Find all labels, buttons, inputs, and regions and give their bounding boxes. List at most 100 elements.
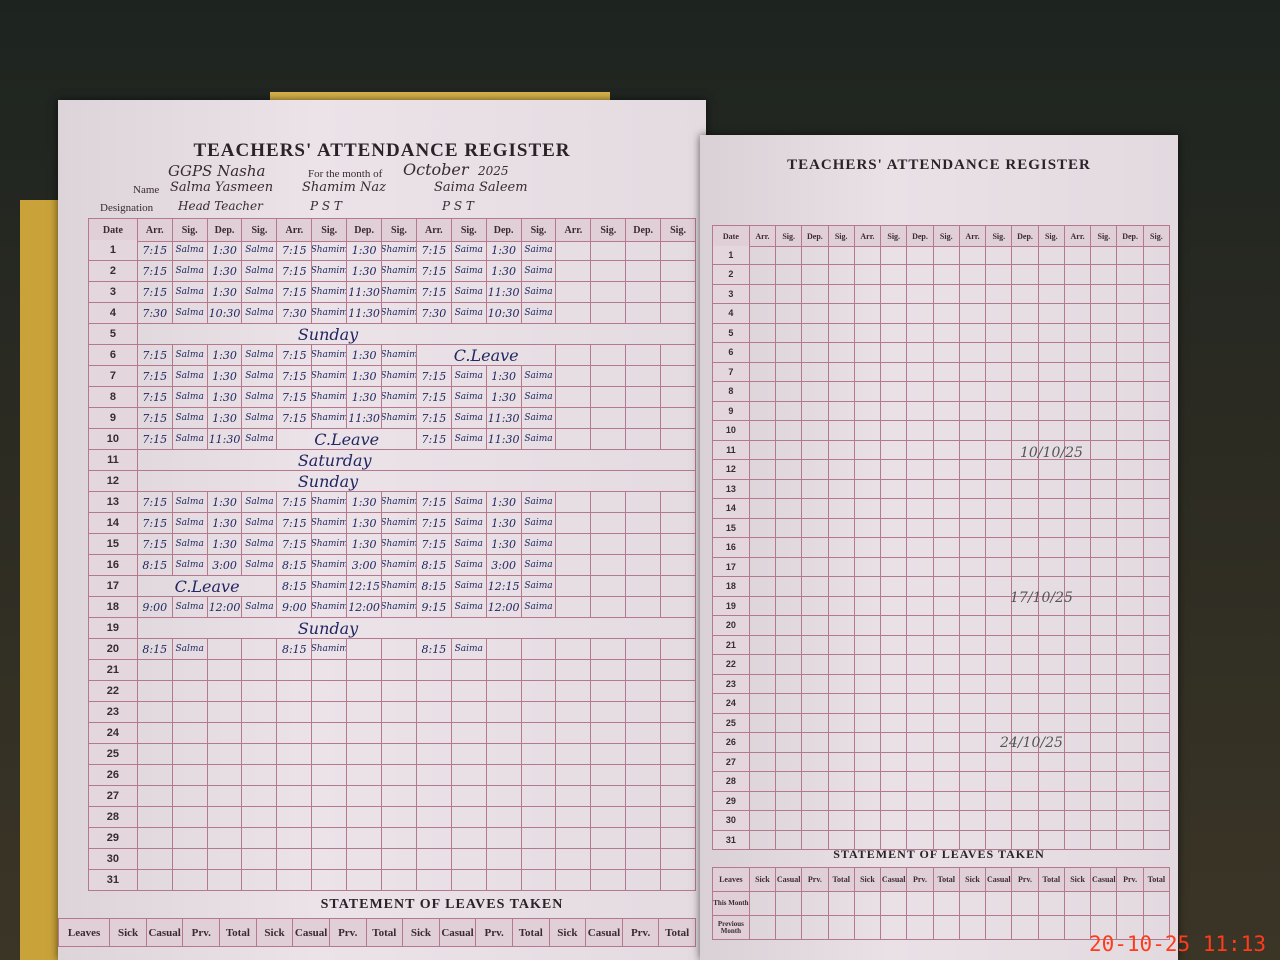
- cell: [1117, 499, 1144, 519]
- time: 7:15: [416, 282, 452, 303]
- cell: [382, 702, 417, 723]
- time: 1:30: [486, 261, 522, 282]
- date-cell: 14: [89, 513, 138, 534]
- cell: [828, 752, 855, 772]
- cell: [1143, 304, 1170, 324]
- cell: [661, 387, 696, 408]
- cell: [933, 362, 960, 382]
- leaves-header: Total: [828, 868, 855, 892]
- cell: [137, 786, 173, 807]
- cell: [881, 892, 908, 916]
- page-title: TEACHERS' ATTENDANCE REGISTER: [193, 140, 571, 161]
- cell: [1143, 460, 1170, 480]
- time: 1:30: [347, 366, 383, 387]
- cell: [986, 343, 1013, 363]
- cell: [776, 460, 803, 480]
- cell: [277, 807, 313, 828]
- cell: [749, 518, 777, 538]
- cell: [959, 421, 987, 441]
- column-header: Sig.: [521, 219, 557, 242]
- cell: [1091, 538, 1118, 558]
- time: 1:30: [347, 345, 383, 366]
- cell: [591, 765, 627, 786]
- cell: [1064, 538, 1092, 558]
- cell: [1143, 284, 1170, 304]
- cell: [907, 479, 934, 499]
- date-cell: 22: [713, 655, 750, 675]
- time: 9:00: [137, 597, 173, 618]
- cell: [1091, 245, 1118, 265]
- column-header: Sig.: [242, 219, 278, 242]
- cell: [626, 660, 662, 681]
- leaves-header: Sick: [256, 919, 294, 947]
- time: 10:30: [486, 303, 522, 324]
- cell: [312, 723, 348, 744]
- cell: [521, 639, 557, 660]
- time: 11:30: [486, 429, 522, 450]
- cell: [1091, 460, 1118, 480]
- cell: [1038, 460, 1065, 480]
- cell: [986, 635, 1013, 655]
- cell: [749, 892, 777, 916]
- cell: [986, 362, 1013, 382]
- leaves-header: Casual: [146, 919, 184, 947]
- cell: [1117, 401, 1144, 421]
- date-cell: 23: [713, 674, 750, 694]
- cell: [749, 304, 777, 324]
- cell: [1143, 421, 1170, 441]
- date-cell: 2: [713, 265, 750, 285]
- cell: [881, 284, 908, 304]
- cell: [1012, 577, 1039, 597]
- cell: [242, 828, 278, 849]
- cell: [933, 323, 960, 343]
- date-cell: 16: [89, 555, 138, 576]
- cell: [1143, 811, 1170, 831]
- signature: Saima: [521, 492, 557, 513]
- cell: [854, 557, 882, 577]
- cell: [802, 830, 829, 850]
- cell: [626, 807, 662, 828]
- cell: [207, 870, 243, 891]
- cell: [1091, 362, 1118, 382]
- time: 8:15: [137, 639, 173, 660]
- cell: [172, 765, 208, 786]
- cell: [907, 401, 934, 421]
- cell: [881, 323, 908, 343]
- leaves-header: Prv.: [476, 919, 513, 947]
- cell: [959, 811, 987, 831]
- cell: [1012, 499, 1039, 519]
- cell: [881, 479, 908, 499]
- time: 7:15: [416, 429, 452, 450]
- cell: [749, 343, 777, 363]
- signature: Shamim: [312, 366, 348, 387]
- cell: [172, 723, 208, 744]
- cell: [986, 538, 1013, 558]
- cell: [1143, 479, 1170, 499]
- cell: [776, 811, 803, 831]
- signature: Salma: [242, 597, 278, 618]
- cell: [277, 786, 313, 807]
- time: 8:15: [137, 555, 173, 576]
- cell: [1038, 265, 1065, 285]
- cell: [591, 639, 627, 660]
- cell: [776, 791, 803, 811]
- leave-note: C.Leave: [137, 576, 278, 597]
- cell: [137, 660, 173, 681]
- cell: [959, 655, 987, 675]
- cell: [137, 870, 173, 891]
- cell: [828, 577, 855, 597]
- date-cell: 31: [713, 830, 750, 850]
- signature: Saima: [521, 597, 557, 618]
- cell: [1143, 323, 1170, 343]
- cell: [802, 635, 829, 655]
- cell: [776, 518, 803, 538]
- cell: [521, 807, 557, 828]
- cell: [1117, 479, 1144, 499]
- school: GGPS Nasha: [168, 162, 266, 180]
- cell: [661, 492, 696, 513]
- cell: [881, 694, 908, 714]
- date-cell: 12: [89, 471, 138, 492]
- cell: [907, 440, 934, 460]
- cell: [802, 284, 829, 304]
- column-header: Sig.: [591, 219, 627, 242]
